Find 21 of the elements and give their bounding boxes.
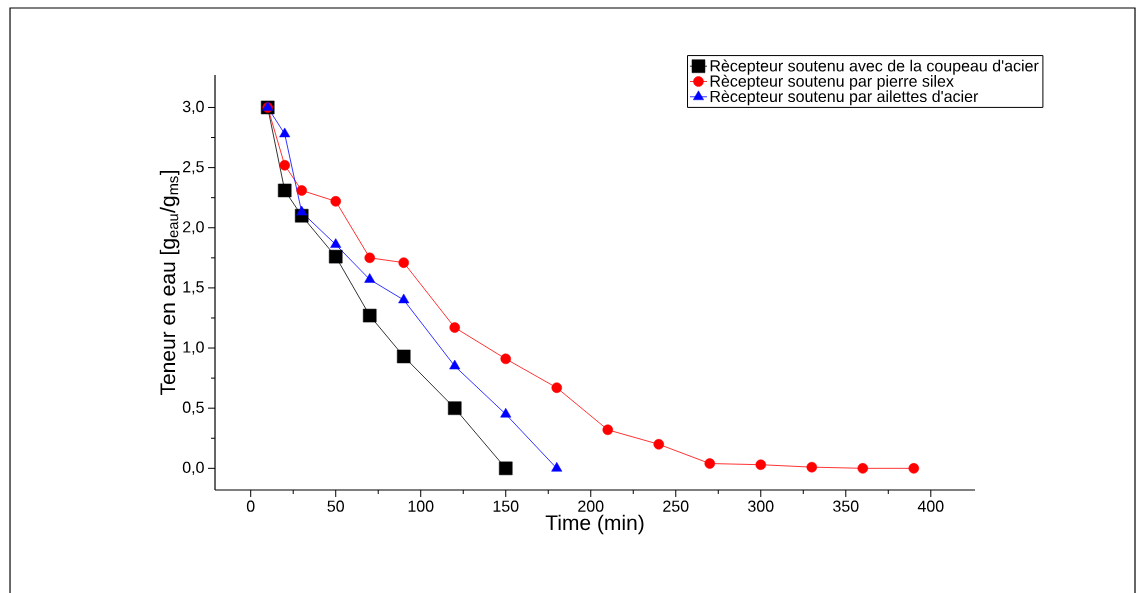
x-tick-label: 400	[917, 500, 944, 512]
legend-label: Rècepteur soutenu par pierre silex	[710, 74, 954, 90]
legend-label: Rècepteur soutenu avec de la coupeau d'acier	[710, 59, 1039, 75]
x-tick-label: 100	[408, 500, 434, 512]
legend-label: Rècepteur soutenu par ailettes d'acier	[710, 90, 979, 106]
y-tick-label: 0,5	[182, 401, 204, 415]
y-tick-label: 1,5	[183, 281, 204, 295]
x-axis-title: Time (min)	[545, 514, 644, 535]
x-tick-label: 150	[493, 500, 519, 512]
x-tick-label: 50	[327, 500, 344, 512]
y-tick-label: 2,0	[183, 221, 204, 235]
x-tick-label: 250	[663, 500, 689, 512]
x-tick-label: 200	[578, 500, 604, 512]
x-tick-label: 300	[748, 500, 774, 512]
y-tick-label: 0,0	[182, 461, 204, 475]
y-axis-title: Teneur en eau [g$_{eau}$/g$_{ms}$]	[159, 170, 180, 396]
y-tick-label: 3,0	[182, 100, 204, 115]
x-tick-label: 350	[833, 500, 859, 512]
x-tick-label: 0	[246, 500, 255, 512]
y-tick-label: 1,0	[183, 341, 204, 355]
y-tick-label: 2,5	[183, 161, 204, 175]
